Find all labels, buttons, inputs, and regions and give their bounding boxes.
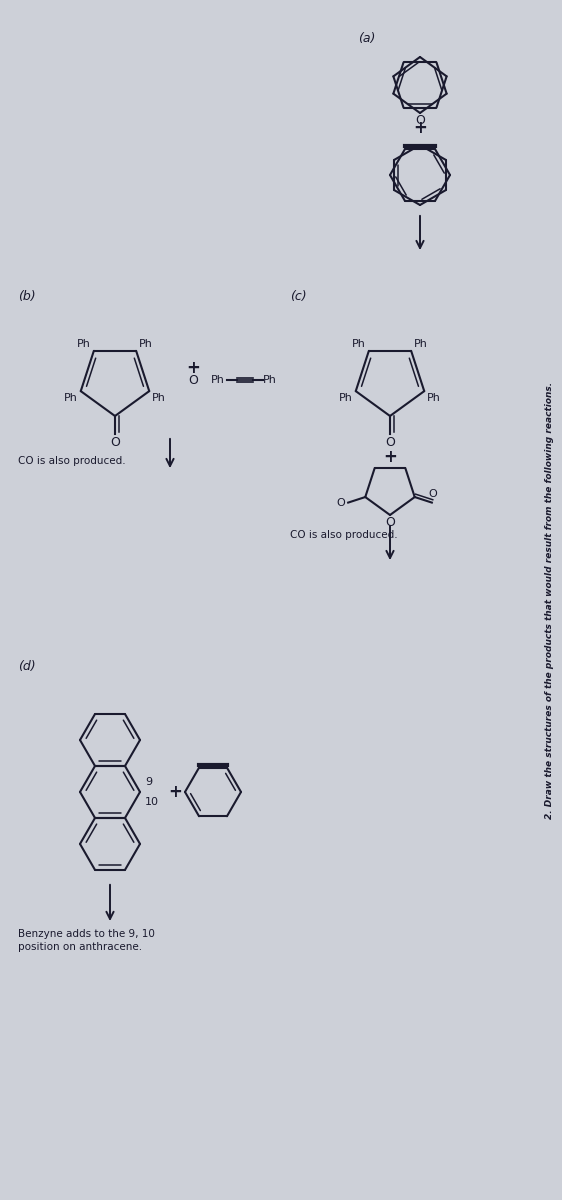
Text: (a): (a) [358, 32, 375, 44]
Text: Ph: Ph [77, 338, 91, 349]
Text: +: + [383, 448, 397, 466]
Text: O: O [415, 114, 425, 127]
Text: 10: 10 [145, 797, 159, 806]
Text: Ph: Ph [152, 394, 166, 403]
Text: Ph: Ph [211, 374, 225, 385]
Text: Ph: Ph [352, 338, 366, 349]
Text: O: O [385, 436, 395, 449]
Text: CO is also produced.: CO is also produced. [290, 530, 398, 540]
Text: (d): (d) [18, 660, 35, 673]
Text: (c): (c) [290, 290, 307, 302]
Text: Ph: Ph [339, 394, 353, 403]
Text: O: O [188, 373, 198, 386]
Text: 9: 9 [145, 776, 152, 787]
Text: O: O [385, 516, 395, 529]
Text: Benzyne adds to the 9, 10: Benzyne adds to the 9, 10 [18, 929, 155, 938]
Text: Ph: Ph [427, 394, 441, 403]
Text: +: + [168, 782, 182, 800]
Text: O: O [337, 498, 345, 508]
Text: O: O [110, 436, 120, 449]
Text: (b): (b) [18, 290, 35, 302]
Text: Ph: Ph [263, 374, 277, 385]
Text: 2. Draw the structures of the products that would result from the following reac: 2. Draw the structures of the products t… [545, 382, 554, 818]
Text: O: O [428, 488, 437, 499]
Text: +: + [186, 359, 200, 377]
Text: +: + [413, 119, 427, 137]
Text: position on anthracene.: position on anthracene. [18, 942, 142, 952]
Text: CO is also produced.: CO is also produced. [18, 456, 126, 466]
Text: Ph: Ph [414, 338, 428, 349]
Text: Ph: Ph [139, 338, 153, 349]
Text: Ph: Ph [64, 394, 78, 403]
